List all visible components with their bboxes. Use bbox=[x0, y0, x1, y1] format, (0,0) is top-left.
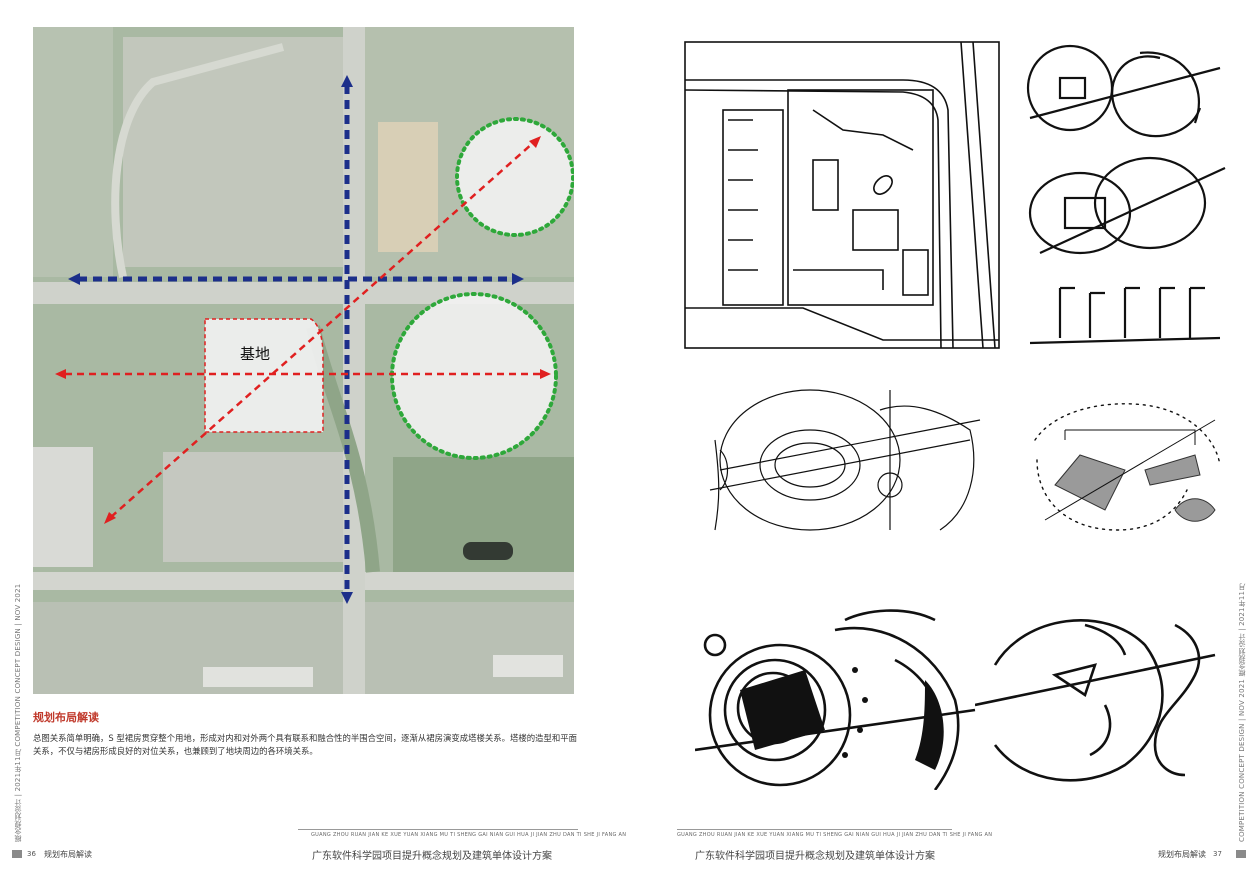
sketch-bold-massing-b bbox=[975, 619, 1216, 782]
sketch-dotted-layout bbox=[1034, 403, 1221, 531]
left-page-marker bbox=[12, 850, 22, 858]
circle-northeast bbox=[455, 117, 574, 237]
right-footer-rule bbox=[677, 829, 952, 830]
sketch-site-circulation bbox=[709, 389, 981, 531]
left-footer-title: 广东软件科学园项目提升概念规划及建筑单体设计方案 bbox=[312, 851, 552, 862]
right-section-label: 规划布局解读 bbox=[1158, 850, 1206, 859]
left-section-label: 规划布局解读 bbox=[44, 850, 92, 859]
left-vertical-text: 概念规划设计 | 2021年11月 COMPETITION CONCEPT DE… bbox=[14, 583, 22, 842]
right-vertical-text: COMPETITION CONCEPT DESIGN | NOV 2021 概念… bbox=[1238, 583, 1246, 842]
right-page-marker bbox=[1236, 850, 1246, 858]
sketch-bold-massing-a bbox=[695, 609, 976, 790]
circle-east bbox=[390, 292, 558, 460]
aerial-site-map: 基地 bbox=[33, 27, 574, 694]
site-boundary bbox=[204, 318, 324, 433]
sketch-concept-evolution bbox=[1026, 44, 1226, 345]
sketch-masterplan bbox=[684, 41, 1000, 349]
map-diagram bbox=[33, 27, 574, 694]
site-label: 基地 bbox=[240, 345, 271, 363]
caption-title: 规划布局解读 bbox=[33, 711, 99, 724]
right-footer-title: 广东软件科学园项目提升概念规划及建筑单体设计方案 bbox=[695, 851, 935, 862]
left-page-number: 36 bbox=[27, 850, 36, 858]
left-footer-rule bbox=[298, 829, 578, 830]
caption-body: 总图关系简单明确，S 型裙房贯穿整个用地，形成对内和对外两个具有联系和融合性的半… bbox=[33, 733, 577, 756]
left-footer-pinyin: GUANG ZHOU RUAN JIAN KE XUE YUAN XIANG M… bbox=[311, 832, 627, 838]
right-page-number: 37 bbox=[1213, 850, 1222, 858]
right-footer-pinyin: GUANG ZHOU RUAN JIAN KE XUE YUAN XIANG M… bbox=[677, 832, 993, 838]
red-diagonal-axis bbox=[110, 142, 534, 518]
